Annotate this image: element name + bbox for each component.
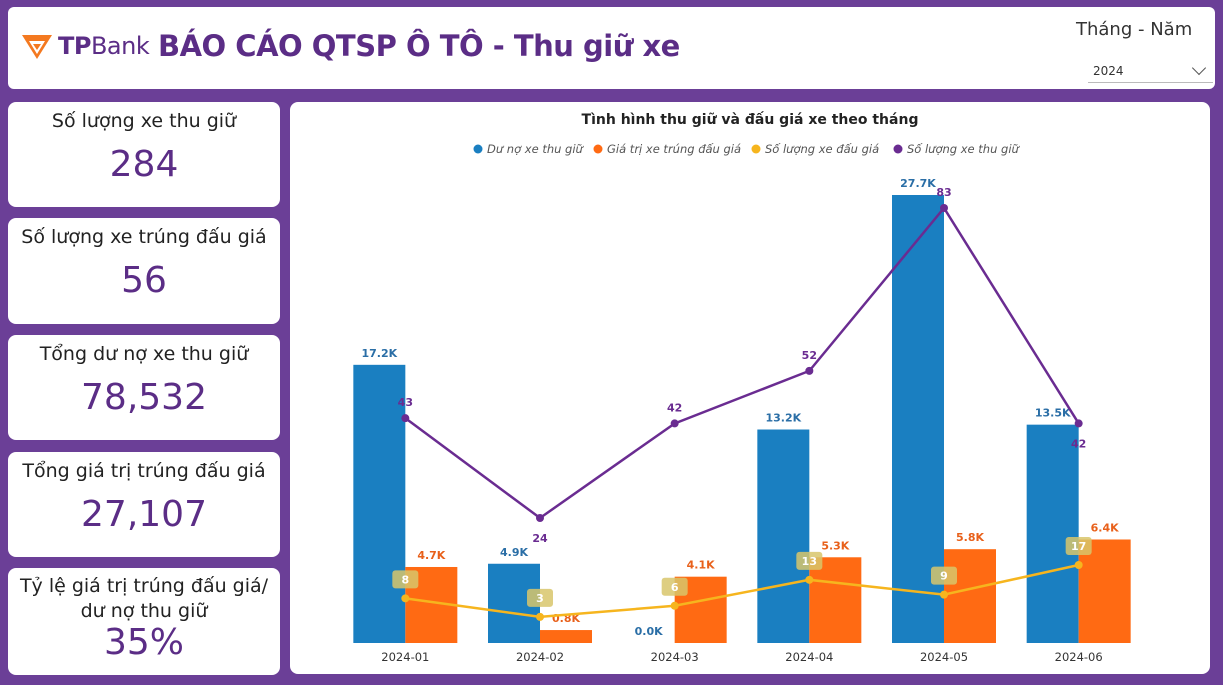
x-tick-label: 2024-06 (1055, 650, 1103, 664)
label-so-luong-thu-giu: 42 (667, 401, 682, 414)
tpbank-logo: TPBank (20, 29, 150, 63)
header-bar: TPBank BÁO CÁO QTSP Ô TÔ - Thu giữ xe Th… (8, 7, 1215, 89)
legend-label: Số lượng xe thu giữ (907, 142, 1021, 156)
kpi-card-ratio: Tỷ lệ giá trị trúng đấu giá/ dư nợ thu g… (8, 568, 280, 675)
point-so-luong-dau-gia (401, 594, 410, 603)
dropdown-value: 2024 (1093, 63, 1124, 78)
label-so-luong-thu-giu: 24 (532, 532, 548, 545)
line-so-luong-thu-giu (404, 205, 1080, 520)
label-so-luong-dau-gia: 3 (536, 592, 544, 605)
page-title: BÁO CÁO QTSP Ô TÔ - Thu giữ xe (158, 29, 680, 63)
legend-marker (751, 144, 761, 154)
kpi-value: 78,532 (81, 377, 207, 418)
kpi-label: Số lượng xe thu giữ (51, 110, 237, 132)
label-bg-so-luong-dau-gia (796, 551, 823, 570)
line-so-luong-dau-gia (405, 563, 1079, 619)
x-tick-label: 2024-03 (651, 650, 699, 664)
filter-label: Tháng - Năm (1076, 19, 1193, 40)
bar-gia-tri (944, 549, 996, 643)
label-so-luong-dau-gia: 9 (940, 570, 948, 583)
point-so-luong-dau-gia (1074, 561, 1083, 569)
point-so-luong-thu-giu (940, 204, 948, 212)
bar-label-gia-tri: 4.1K (687, 559, 715, 572)
label-bg-so-luong-dau-gia (661, 577, 688, 596)
label-bg-so-luong-dau-gia (527, 588, 553, 607)
legend-label: Số lượng xe đấu giá (765, 142, 879, 156)
legend-marker (473, 144, 483, 154)
bar-label-du-no: 17.2K (361, 347, 397, 360)
label-so-luong-dau-gia: 17 (1071, 540, 1086, 553)
kpi-label-line2: dư nợ thu giữ (80, 600, 208, 622)
label-so-luong-thu-giu: 52 (802, 349, 817, 362)
bar-du-no (353, 364, 406, 643)
bar-label-du-no: 0.0K (635, 625, 663, 638)
label-bg-so-luong-dau-gia (1065, 537, 1092, 555)
bar-label-du-no: 4.9K (500, 546, 528, 559)
kpi-card-total-auction-value: Tổng giá trị trúng đấu giá 27,107 (8, 452, 280, 557)
point-so-luong-thu-giu (805, 366, 814, 375)
label-so-luong-thu-giu: 43 (398, 396, 413, 409)
label-so-luong-thu-giu: 83 (936, 186, 951, 199)
chart-panel: Tình hình thu giữ và đấu giá xe theo thá… (290, 102, 1210, 674)
point-so-luong-dau-gia (670, 601, 679, 610)
bar-label-du-no: 13.5K (1035, 407, 1071, 420)
x-tick-label: 2024-01 (381, 650, 429, 664)
kpi-value: 284 (109, 144, 179, 185)
kpi-label-line1: Tỷ lệ giá trị trúng đấu giá/ (19, 575, 269, 597)
label-bg-so-luong-dau-gia (392, 570, 419, 589)
x-tick-label: 2024-04 (785, 650, 833, 664)
kpi-value: 27,107 (81, 494, 207, 535)
x-tick-label: 2024-05 (920, 650, 968, 664)
tpbank-logo-icon (22, 35, 52, 59)
legend-label: Dư nợ xe thu giữ (487, 142, 585, 156)
label-so-luong-thu-giu: 42 (1071, 437, 1086, 450)
kpi-label: Tổng dư nợ xe thu giữ (39, 343, 249, 365)
x-tick-label: 2024-02 (516, 650, 564, 664)
point-so-luong-thu-giu (536, 514, 544, 522)
kpi-card-auction-won-count: Số lượng xe trúng đấu giá 56 (8, 218, 280, 324)
kpi-label: Tổng giá trị trúng đấu giá (22, 460, 266, 482)
bar-gia-tri (809, 557, 862, 643)
point-so-luong-thu-giu (401, 414, 410, 423)
bar-gia-tri (540, 630, 592, 643)
legend-marker (893, 144, 903, 154)
kpi-card-seized-count: Số lượng xe thu giữ 284 (8, 102, 280, 207)
label-so-luong-dau-gia: 8 (402, 573, 410, 586)
kpi-value: 56 (121, 260, 167, 301)
point-so-luong-thu-giu (1074, 419, 1083, 428)
chart-title: Tình hình thu giữ và đấu giá xe theo thá… (582, 111, 919, 128)
bar-label-gia-tri: 6.4K (1091, 521, 1119, 534)
bar-gia-tri (1078, 539, 1131, 643)
point-so-luong-dau-gia (536, 612, 544, 621)
label-bg-so-luong-dau-gia (931, 566, 957, 585)
label-so-luong-dau-gia: 13 (802, 555, 817, 568)
bar-du-no (1026, 424, 1079, 643)
legend-label: Giá trị xe trúng đấu giá (607, 142, 741, 156)
bar-label-gia-tri: 5.3K (821, 539, 849, 552)
bar-label-du-no: 27.7K (900, 177, 936, 190)
bar-label-gia-tri: 5.8K (956, 531, 984, 544)
bar-label-du-no: 13.2K (765, 412, 801, 425)
kpi-card-total-debt: Tổng dư nợ xe thu giữ 78,532 (8, 335, 280, 440)
combo-chart: Tình hình thu giữ và đấu giá xe theo thá… (353, 111, 1131, 664)
logo-text: TPBank (58, 32, 150, 60)
kpi-label: Số lượng xe trúng đấu giá (21, 226, 267, 248)
chevron-down-icon[interactable] (1191, 60, 1207, 76)
bar-label-gia-tri: 4.7K (417, 549, 445, 562)
kpi-value: 35% (103, 622, 184, 663)
month-year-dropdown[interactable]: 2024 (1088, 59, 1213, 83)
point-so-luong-thu-giu (670, 419, 679, 428)
legend-marker (593, 144, 603, 154)
point-so-luong-dau-gia (805, 575, 814, 584)
label-so-luong-dau-gia: 6 (671, 581, 679, 594)
point-so-luong-dau-gia (940, 590, 948, 599)
bar-du-no (757, 429, 810, 643)
